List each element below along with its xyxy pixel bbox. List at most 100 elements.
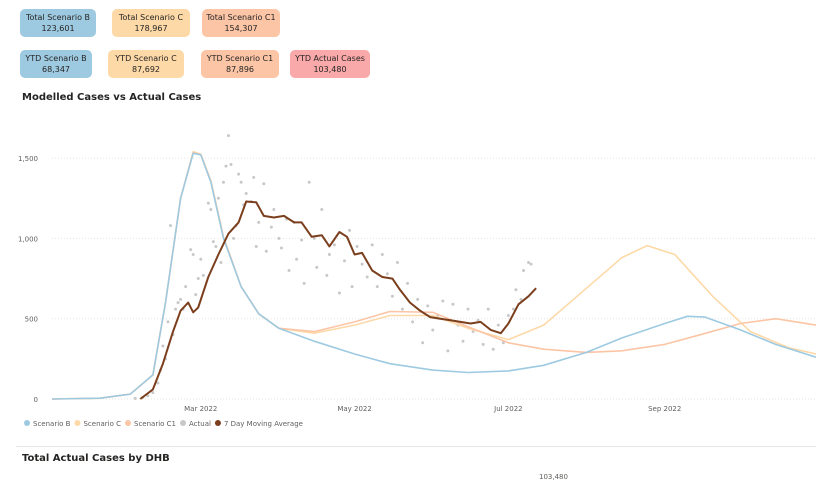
actual-point[interactable] [451, 302, 455, 306]
actual-point[interactable] [332, 243, 336, 247]
actual-point[interactable] [522, 269, 526, 273]
actual-point[interactable] [201, 273, 205, 277]
actual-point[interactable] [421, 341, 425, 345]
actual-point[interactable] [360, 262, 364, 266]
actual-point[interactable] [191, 252, 195, 256]
actual-point[interactable] [161, 344, 165, 348]
kpi-card[interactable]: YTD Scenario B 68,347 [20, 50, 92, 78]
actual-point[interactable] [277, 236, 281, 240]
actual-point[interactable] [272, 208, 276, 212]
actual-point[interactable] [232, 236, 236, 240]
actual-point[interactable] [491, 347, 495, 351]
actual-point[interactable] [486, 307, 490, 311]
actual-point[interactable] [295, 257, 299, 261]
series-line-scenario-c[interactable] [51, 150, 816, 400]
kpi-card[interactable]: Total Scenario B 123,601 [20, 9, 96, 37]
actual-point[interactable] [209, 208, 213, 212]
actual-point[interactable] [370, 243, 374, 247]
kpi-card[interactable]: YTD Actual Cases 103,480 [290, 50, 370, 78]
actual-point[interactable] [395, 261, 399, 264]
actual-point[interactable] [307, 180, 311, 184]
actual-point[interactable] [411, 320, 415, 324]
actual-point[interactable] [365, 275, 369, 279]
actual-point[interactable] [237, 172, 241, 176]
actual-point[interactable] [511, 307, 515, 311]
actual-point[interactable] [176, 301, 180, 305]
actual-point[interactable] [506, 313, 510, 317]
actual-point[interactable] [380, 252, 384, 256]
actual-point[interactable] [194, 293, 198, 297]
series-line-scenario-c1[interactable] [51, 151, 816, 400]
actual-point[interactable] [416, 297, 420, 301]
actual-point[interactable] [501, 341, 505, 345]
actual-point[interactable] [166, 320, 170, 324]
series-line-7-day-moving-average[interactable] [139, 200, 537, 400]
actual-point[interactable] [206, 201, 210, 205]
actual-point[interactable] [174, 307, 178, 311]
actual-point[interactable] [481, 342, 485, 346]
actual-point[interactable] [514, 288, 518, 292]
actual-point[interactable] [269, 225, 273, 229]
kpi-card[interactable]: YTD Scenario C1 87,896 [201, 50, 279, 78]
actual-point[interactable] [527, 261, 531, 264]
actual-point[interactable] [315, 265, 319, 269]
actual-point[interactable] [244, 191, 248, 195]
actual-point[interactable] [441, 299, 445, 303]
actual-point[interactable] [337, 291, 341, 295]
actual-point[interactable] [257, 220, 261, 224]
actual-point[interactable] [184, 285, 188, 289]
legend-label[interactable]: Actual [189, 420, 211, 428]
actual-point[interactable] [471, 330, 475, 334]
legend-label[interactable]: Scenario B [33, 420, 71, 428]
actual-point[interactable] [431, 328, 435, 332]
actual-point[interactable] [189, 248, 193, 252]
actual-point[interactable] [519, 297, 523, 301]
actual-point[interactable] [302, 281, 306, 285]
actual-point[interactable] [229, 163, 233, 167]
actual-point[interactable] [227, 134, 231, 138]
series-line-scenario-b[interactable] [51, 152, 816, 400]
actual-point[interactable] [446, 349, 450, 353]
actual-point[interactable] [156, 381, 160, 385]
actual-point[interactable] [224, 164, 228, 168]
actual-point[interactable] [461, 339, 465, 343]
actual-point[interactable] [327, 252, 331, 256]
kpi-card[interactable]: YTD Scenario C 87,692 [108, 50, 184, 78]
actual-point[interactable] [151, 391, 155, 395]
actual-point[interactable] [320, 208, 324, 212]
actual-point[interactable] [221, 180, 225, 184]
actual-point[interactable] [529, 262, 533, 266]
actual-point[interactable] [216, 196, 220, 200]
actual-point[interactable] [300, 238, 304, 242]
actual-point[interactable] [476, 318, 480, 322]
actual-point[interactable] [199, 257, 203, 261]
actual-point[interactable] [466, 307, 470, 311]
actual-point[interactable] [355, 244, 359, 248]
actual-point[interactable] [169, 224, 173, 228]
actual-point[interactable] [287, 269, 291, 273]
actual-point[interactable] [252, 175, 256, 179]
actual-point[interactable] [342, 259, 346, 263]
actual-point[interactable] [385, 272, 389, 276]
kpi-card[interactable]: Total Scenario C 178,967 [112, 9, 190, 37]
actual-point[interactable] [400, 307, 404, 311]
actual-point[interactable] [254, 244, 258, 248]
actual-point[interactable] [426, 304, 430, 308]
line-chart[interactable]: 0 500 1,000 1,500 Mar 2022 May 2022 Jul 2022 Se… [16, 86, 816, 438]
kpi-card[interactable]: Total Scenario C1 154,307 [202, 9, 280, 37]
actual-point[interactable] [348, 228, 352, 232]
actual-point[interactable] [350, 285, 354, 289]
actual-point[interactable] [264, 249, 268, 253]
actual-point[interactable] [279, 246, 283, 250]
legend-label[interactable]: 7 Day Moving Average [224, 420, 303, 428]
legend-label[interactable]: Scenario C1 [134, 420, 176, 428]
actual-point[interactable] [214, 244, 218, 248]
actual-point[interactable] [312, 236, 316, 240]
actual-point[interactable] [133, 396, 137, 400]
legend-label[interactable]: Scenario C [83, 420, 121, 428]
actual-point[interactable] [196, 277, 200, 281]
actual-point[interactable] [406, 281, 410, 285]
actual-point[interactable] [219, 261, 223, 264]
actual-point[interactable] [325, 273, 329, 277]
actual-point[interactable] [390, 294, 394, 298]
